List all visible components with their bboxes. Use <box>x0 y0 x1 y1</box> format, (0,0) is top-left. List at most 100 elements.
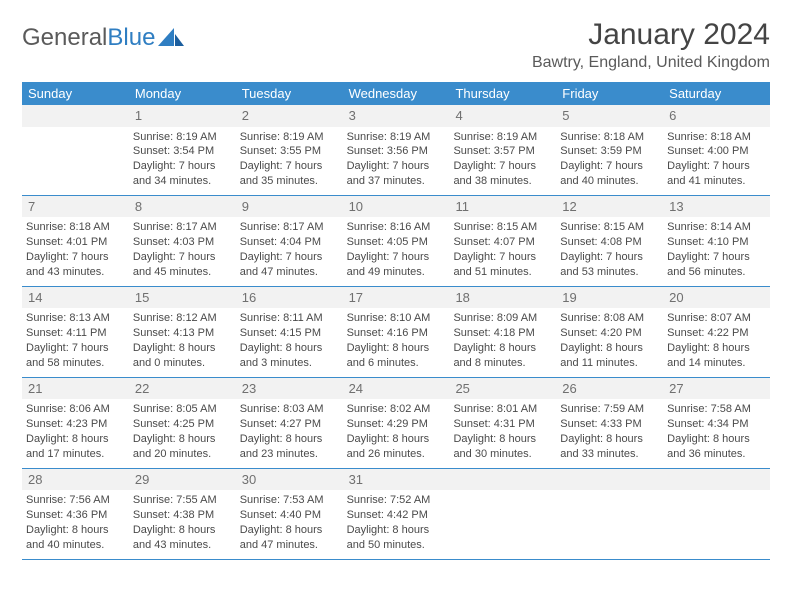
calendar-day: 17Sunrise: 8:10 AMSunset: 4:16 PMDayligh… <box>343 287 450 377</box>
sunrise-line: Sunrise: 8:01 AM <box>453 402 552 417</box>
calendar-day: 3Sunrise: 8:19 AMSunset: 3:56 PMDaylight… <box>343 105 450 195</box>
daylight-line-2: and 43 minutes. <box>26 265 125 280</box>
header: GeneralBlue January 2024 Bawtry, England… <box>22 18 770 72</box>
calendar-header-cell: Tuesday <box>236 82 343 105</box>
daylight-line-2: and 40 minutes. <box>26 538 125 553</box>
sunrise-line: Sunrise: 8:07 AM <box>667 311 766 326</box>
calendar-day <box>22 105 129 195</box>
sunrise-line: Sunrise: 8:05 AM <box>133 402 232 417</box>
logo-sail-icon <box>158 28 184 48</box>
daylight-line-1: Daylight: 8 hours <box>453 341 552 356</box>
daylight-line-1: Daylight: 7 hours <box>667 250 766 265</box>
daylight-line-1: Daylight: 7 hours <box>347 250 446 265</box>
sunrise-line: Sunrise: 7:53 AM <box>240 493 339 508</box>
daylight-line-1: Daylight: 7 hours <box>560 250 659 265</box>
sunset-line: Sunset: 4:42 PM <box>347 508 446 523</box>
day-number: 10 <box>343 196 450 218</box>
calendar-day: 31Sunrise: 7:52 AMSunset: 4:42 PMDayligh… <box>343 469 450 559</box>
day-number: 16 <box>236 287 343 309</box>
sunset-line: Sunset: 4:13 PM <box>133 326 232 341</box>
day-number: 5 <box>556 105 663 127</box>
calendar-week: 14 Sunrise: 8:13 AMSunset: 4:11 PM Dayligh… <box>22 287 770 378</box>
sunrise-line: Sunrise: 8:03 AM <box>240 402 339 417</box>
sunset-line: Sunset: 4:33 PM <box>560 417 659 432</box>
sunrise-line: Sunrise: 8:17 AM <box>240 220 339 235</box>
calendar-day: 23Sunrise: 8:03 AMSunset: 4:27 PMDayligh… <box>236 378 343 468</box>
daylight-line-2: and 33 minutes. <box>560 447 659 462</box>
day-number: 7 <box>22 196 129 218</box>
calendar-day: 26 Sunrise: 7:59 AMSunset: 4:33 PMDayligh… <box>556 378 663 468</box>
sunset-line: Sunset: 4:40 PM <box>240 508 339 523</box>
calendar-week: 28Sunrise: 7:56 AMSunset: 4:36 PMDayligh… <box>22 469 770 560</box>
sunset-line: Sunset: 3:55 PM <box>240 144 339 159</box>
daylight-line-1: Daylight: 7 hours <box>26 250 125 265</box>
sunrise-line: Sunrise: 8:18 AM <box>26 220 125 235</box>
sunrise-line: Sunrise: 8:13 AM <box>26 311 125 326</box>
daylight-line-1: Daylight: 7 hours <box>453 250 552 265</box>
title-block: January 2024 Bawtry, England, United Kin… <box>532 18 770 72</box>
sunset-line: Sunset: 4:00 PM <box>667 144 766 159</box>
calendar-day: 22Sunrise: 8:05 AMSunset: 4:25 PMDayligh… <box>129 378 236 468</box>
daylight-line-1: Daylight: 8 hours <box>133 432 232 447</box>
calendar-day: 11Sunrise: 8:15 AMSunset: 4:07 PMDayligh… <box>449 196 556 286</box>
sunset-line: Sunset: 4:22 PM <box>667 326 766 341</box>
calendar-header-cell: Sunday <box>22 82 129 105</box>
day-number: 20 <box>663 287 770 309</box>
brand-part1: General <box>22 24 107 52</box>
daylight-line-1: Daylight: 8 hours <box>560 432 659 447</box>
day-number: 26 <box>556 378 663 400</box>
sunrise-line: Sunrise: 8:02 AM <box>347 402 446 417</box>
day-number: 15 <box>129 287 236 309</box>
calendar: SundayMondayTuesdayWednesdayThursdayFrid… <box>22 82 770 560</box>
calendar-header-cell: Monday <box>129 82 236 105</box>
calendar-day <box>663 469 770 559</box>
day-number: 9 <box>236 196 343 218</box>
day-number <box>663 469 770 491</box>
daylight-line-2: and 58 minutes. <box>26 356 125 371</box>
daylight-line-2: and 49 minutes. <box>347 265 446 280</box>
calendar-day: 4Sunrise: 8:19 AMSunset: 3:57 PMDaylight… <box>449 105 556 195</box>
day-number: 8 <box>129 196 236 218</box>
sunset-line: Sunset: 4:11 PM <box>26 326 125 341</box>
daylight-line-1: Daylight: 8 hours <box>133 523 232 538</box>
daylight-line-1: Daylight: 7 hours <box>240 159 339 174</box>
sunrise-line: Sunrise: 8:19 AM <box>133 130 232 145</box>
calendar-day: 21Sunrise: 8:06 AMSunset: 4:23 PMDayligh… <box>22 378 129 468</box>
calendar-day: 19Sunrise: 8:08 AMSunset: 4:20 PMDayligh… <box>556 287 663 377</box>
daylight-line-1: Daylight: 8 hours <box>667 341 766 356</box>
daylight-line-1: Daylight: 8 hours <box>240 341 339 356</box>
sunset-line: Sunset: 4:23 PM <box>26 417 125 432</box>
daylight-line-2: and 11 minutes. <box>560 356 659 371</box>
daylight-line-1: Daylight: 7 hours <box>560 159 659 174</box>
day-number: 17 <box>343 287 450 309</box>
day-number: 6 <box>663 105 770 127</box>
page-title: January 2024 <box>532 18 770 52</box>
daylight-line-1: Daylight: 8 hours <box>347 432 446 447</box>
sunset-line: Sunset: 4:36 PM <box>26 508 125 523</box>
sunset-line: Sunset: 3:56 PM <box>347 144 446 159</box>
calendar-day: 7Sunrise: 8:18 AMSunset: 4:01 PMDaylight… <box>22 196 129 286</box>
daylight-line-2: and 40 minutes. <box>560 174 659 189</box>
sunset-line: Sunset: 4:15 PM <box>240 326 339 341</box>
calendar-header-cell: Thursday <box>449 82 556 105</box>
calendar-day: 18Sunrise: 8:09 AMSunset: 4:18 PMDayligh… <box>449 287 556 377</box>
day-number: 19 <box>556 287 663 309</box>
sunrise-line: Sunrise: 7:58 AM <box>667 402 766 417</box>
sunrise-line: Sunrise: 7:59 AM <box>560 402 659 417</box>
sunset-line: Sunset: 4:03 PM <box>133 235 232 250</box>
calendar-day <box>556 469 663 559</box>
sunset-line: Sunset: 4:07 PM <box>453 235 552 250</box>
day-number: 14 <box>22 287 129 309</box>
location: Bawtry, England, United Kingdom <box>532 54 770 72</box>
sunrise-line: Sunrise: 7:52 AM <box>347 493 446 508</box>
daylight-line-2: and 43 minutes. <box>133 538 232 553</box>
sunset-line: Sunset: 4:38 PM <box>133 508 232 523</box>
calendar-day: 27Sunrise: 7:58 AMSunset: 4:34 PMDayligh… <box>663 378 770 468</box>
daylight-line-1: Daylight: 8 hours <box>240 523 339 538</box>
day-number: 18 <box>449 287 556 309</box>
sunrise-line: Sunrise: 8:19 AM <box>240 130 339 145</box>
daylight-line-1: Daylight: 8 hours <box>453 432 552 447</box>
daylight-line-2: and 51 minutes. <box>453 265 552 280</box>
brand-part2: Blue <box>107 24 155 52</box>
sunset-line: Sunset: 4:34 PM <box>667 417 766 432</box>
